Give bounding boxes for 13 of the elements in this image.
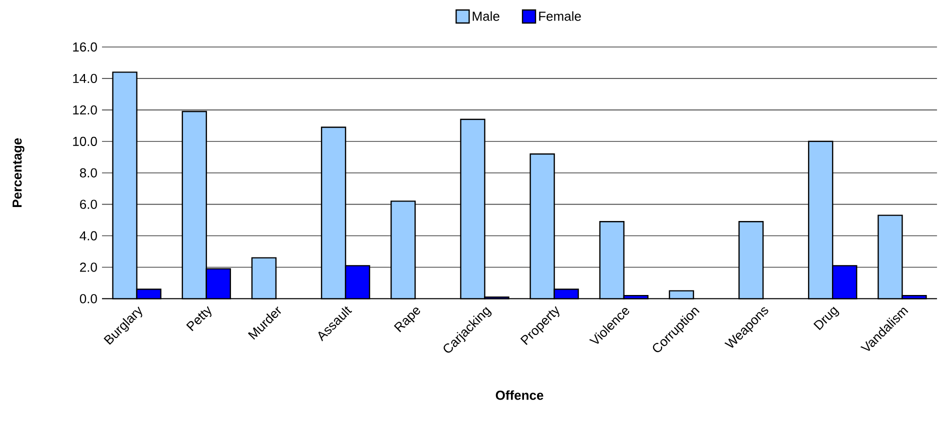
y-tick-label: 4.0 (80, 231, 97, 240)
y-tick-label: 2.0 (80, 262, 97, 272)
y-tick-label: 8.0 (80, 168, 97, 178)
y-tick-label: 10.0 (73, 136, 97, 146)
x-axis-title: Offence (496, 390, 544, 400)
y-tick-label: 6.0 (80, 200, 97, 209)
y-tick-label: 12.0 (73, 105, 97, 115)
legend-label: Male (472, 11, 500, 21)
y-tick-label: 16.0 (73, 42, 97, 52)
y-tick-label: 14.0 (73, 74, 97, 84)
legend-label: Female (539, 11, 581, 21)
y-axis-title: Percentage (12, 138, 24, 208)
y-tick-label: 0.0 (80, 294, 97, 304)
